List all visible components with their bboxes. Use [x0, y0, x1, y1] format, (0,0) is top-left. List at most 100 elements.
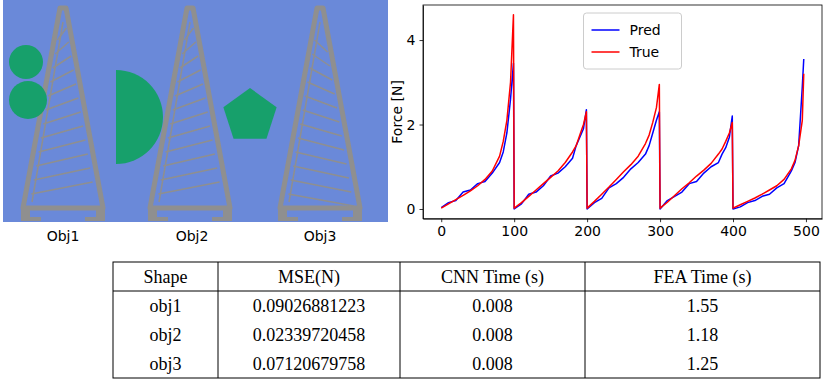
- gripper-rib: [305, 96, 337, 108]
- legend-box: [584, 13, 682, 69]
- gripper-rib: [298, 138, 344, 150]
- x-tick-label: 100: [501, 223, 528, 239]
- object-shape: [9, 81, 47, 119]
- y-tick: 0: [407, 201, 423, 217]
- table-cell: 1.18: [687, 325, 719, 345]
- y-axis-title: Force [N]: [389, 80, 405, 144]
- gripper-rib: [31, 182, 92, 194]
- y-tick-mark: [420, 40, 424, 41]
- gripper-rib: [34, 168, 90, 180]
- gripper-rib: [300, 124, 341, 136]
- table-cell: obj1: [149, 296, 181, 316]
- gripper-rib: [46, 98, 79, 110]
- gripper-rib: [39, 140, 86, 152]
- gripper-rib: [177, 70, 200, 82]
- x-tick-label: 500: [793, 223, 820, 239]
- gripper-rib: [310, 68, 332, 80]
- x-tick: 0: [437, 219, 446, 239]
- chart: 0100200300400500024Force [N]PredTrue: [389, 5, 823, 239]
- object-shape: [116, 70, 163, 164]
- object-label: Obj1: [47, 228, 80, 244]
- gripper-rib: [312, 54, 330, 66]
- x-tick: 100: [501, 219, 528, 239]
- gripper-rib: [166, 140, 213, 152]
- gripper-rib: [180, 56, 198, 68]
- y-tick-mark: [420, 209, 424, 210]
- figure: Obj1 Obj2 Obj3 0 100 200 300 400 500 0 2 4 Force [N]…: [0, 0, 829, 380]
- object-shape: [9, 45, 43, 79]
- gripper-rib: [185, 28, 194, 40]
- table-header-cell: MSE(N): [278, 267, 340, 288]
- gripper-foot: [21, 217, 41, 221]
- legend-label: Pred: [630, 22, 661, 38]
- x-tick-label: 0: [437, 223, 446, 239]
- object-label: Obj3: [304, 228, 337, 244]
- table-header-cell: FEA Time (s): [653, 267, 751, 288]
- table-column-rule: [585, 262, 586, 378]
- table-border: [113, 262, 820, 378]
- gripper-foot: [85, 217, 105, 221]
- legend-swatch: [592, 51, 620, 53]
- gripper-rib: [170, 112, 207, 124]
- gripper-rib: [36, 154, 88, 166]
- gripper-rib: [168, 126, 210, 138]
- gripper-rib: [41, 126, 83, 138]
- gripper-rib: [175, 84, 203, 96]
- table-cell: 0.09026881223: [253, 296, 366, 316]
- table-cell: obj2: [149, 325, 181, 345]
- table-cell: 0.07120679758: [253, 354, 366, 374]
- x-tick-label: 300: [647, 223, 674, 239]
- gripper-rib: [315, 40, 328, 52]
- y-tick: 2: [407, 116, 423, 132]
- x-tick-mark: [733, 219, 734, 223]
- gripper-rib: [291, 180, 352, 192]
- x-tick-label: 400: [720, 223, 747, 239]
- x-tick-label: 200: [574, 223, 601, 239]
- panel-background: [3, 0, 388, 222]
- y-tick-label: 4: [407, 32, 416, 48]
- x-tick-mark: [514, 219, 515, 223]
- gripper-rib: [173, 98, 206, 110]
- gripper: [278, 8, 362, 221]
- x-tick: 200: [574, 219, 601, 239]
- x-tick: 400: [720, 219, 747, 239]
- table-header-cell: CNN Time (s): [441, 267, 544, 288]
- gripper-rib: [50, 70, 73, 82]
- gripper-rib: [163, 154, 215, 166]
- gripper-rib: [303, 110, 340, 122]
- y-axis-line: [423, 6, 424, 220]
- gripper-foot: [148, 217, 168, 221]
- y-tick-label: 2: [407, 116, 416, 132]
- table-column-rule: [218, 262, 219, 378]
- gripper-rib: [307, 82, 334, 94]
- gripper-rib: [182, 42, 196, 54]
- table-cell: 1.55: [687, 296, 719, 316]
- table-cell: 0.008: [472, 354, 513, 374]
- gripper-rib: [158, 182, 219, 194]
- object-label: Obj2: [176, 228, 209, 244]
- x-axis: 0 100 200 300 400 500: [424, 219, 823, 239]
- gripper-rib: [48, 84, 76, 96]
- gripper-rib: [43, 112, 80, 124]
- table-cell: 0.008: [472, 296, 513, 316]
- gripper-foot: [278, 217, 298, 221]
- gripper-inner-wall: [289, 22, 320, 202]
- x-tick-mark: [660, 219, 661, 223]
- x-tick-mark: [441, 219, 442, 223]
- y-tick-mark: [420, 125, 424, 126]
- x-tick: 300: [647, 219, 674, 239]
- plot-frame: [423, 5, 822, 219]
- y-tick: 4: [407, 32, 423, 48]
- table-header-rule: [113, 291, 820, 292]
- legend-swatch: [592, 29, 620, 31]
- gripper-rib: [161, 168, 217, 180]
- table-cell: obj3: [149, 354, 181, 374]
- gripper-rib: [296, 152, 347, 164]
- gripper-rib: [293, 166, 349, 178]
- gripper-rib: [55, 42, 69, 54]
- gripper-rib: [288, 194, 353, 206]
- gripper-rib: [58, 28, 67, 40]
- gripper-foot: [342, 217, 362, 221]
- table-cell: 0.02339720458: [253, 325, 366, 345]
- gripper-frame: [280, 8, 360, 208]
